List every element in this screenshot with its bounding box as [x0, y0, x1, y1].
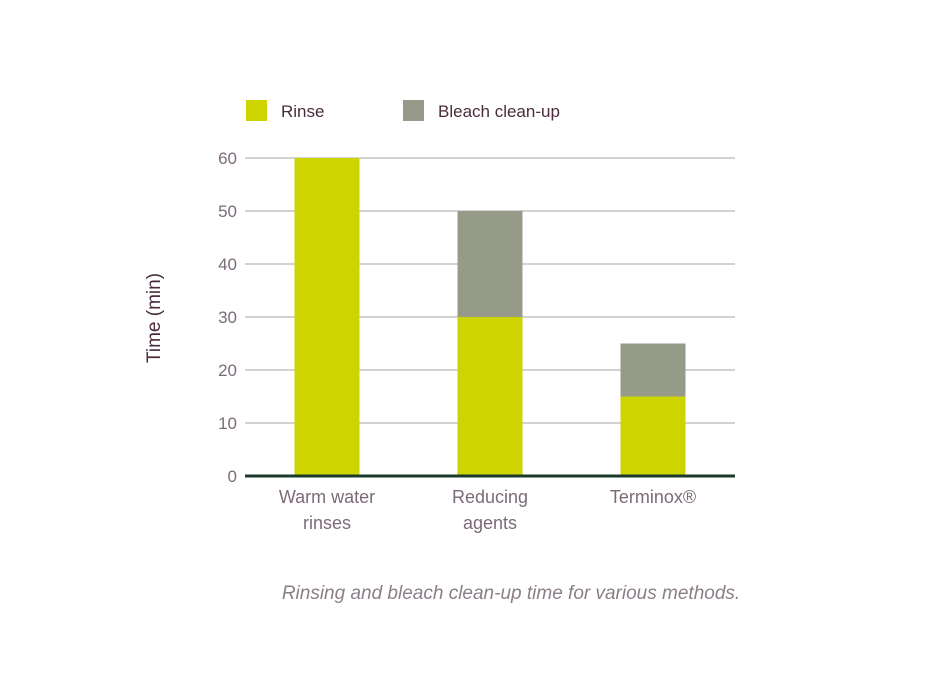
legend-swatch [246, 100, 267, 121]
y-axis-label: Time (min) [144, 273, 165, 363]
bar-segment [457, 211, 523, 317]
y-tick-label: 40 [218, 255, 237, 274]
y-tick-label: 0 [228, 467, 237, 486]
bar-segment [457, 317, 523, 476]
chart-caption: Rinsing and bleach clean-up time for var… [281, 583, 741, 604]
y-tick-labels: 0 10 20 30 40 50 60 [218, 149, 237, 486]
legend: Rinse Bleach clean-up [246, 100, 560, 121]
legend-label: Rinse [281, 102, 324, 121]
x-category-label: agents [463, 513, 517, 533]
legend-swatch [403, 100, 424, 121]
y-tick-label: 60 [218, 149, 237, 168]
x-category-label: rinses [303, 513, 351, 533]
y-tick-label: 30 [218, 308, 237, 327]
y-tick-label: 50 [218, 202, 237, 221]
bars [294, 158, 686, 476]
y-tick-label: 20 [218, 361, 237, 380]
bar-segment [620, 396, 686, 476]
legend-label: Bleach clean-up [438, 102, 560, 121]
bar-segment [294, 158, 360, 476]
x-category-label: Warm water [279, 487, 375, 507]
y-tick-label: 10 [218, 414, 237, 433]
x-category-labels: Warm water rinses Reducing agents Terminox® [279, 487, 696, 533]
bar-segment [620, 343, 686, 397]
x-category-label: Terminox® [610, 487, 696, 507]
x-category-label: Reducing [452, 487, 528, 507]
